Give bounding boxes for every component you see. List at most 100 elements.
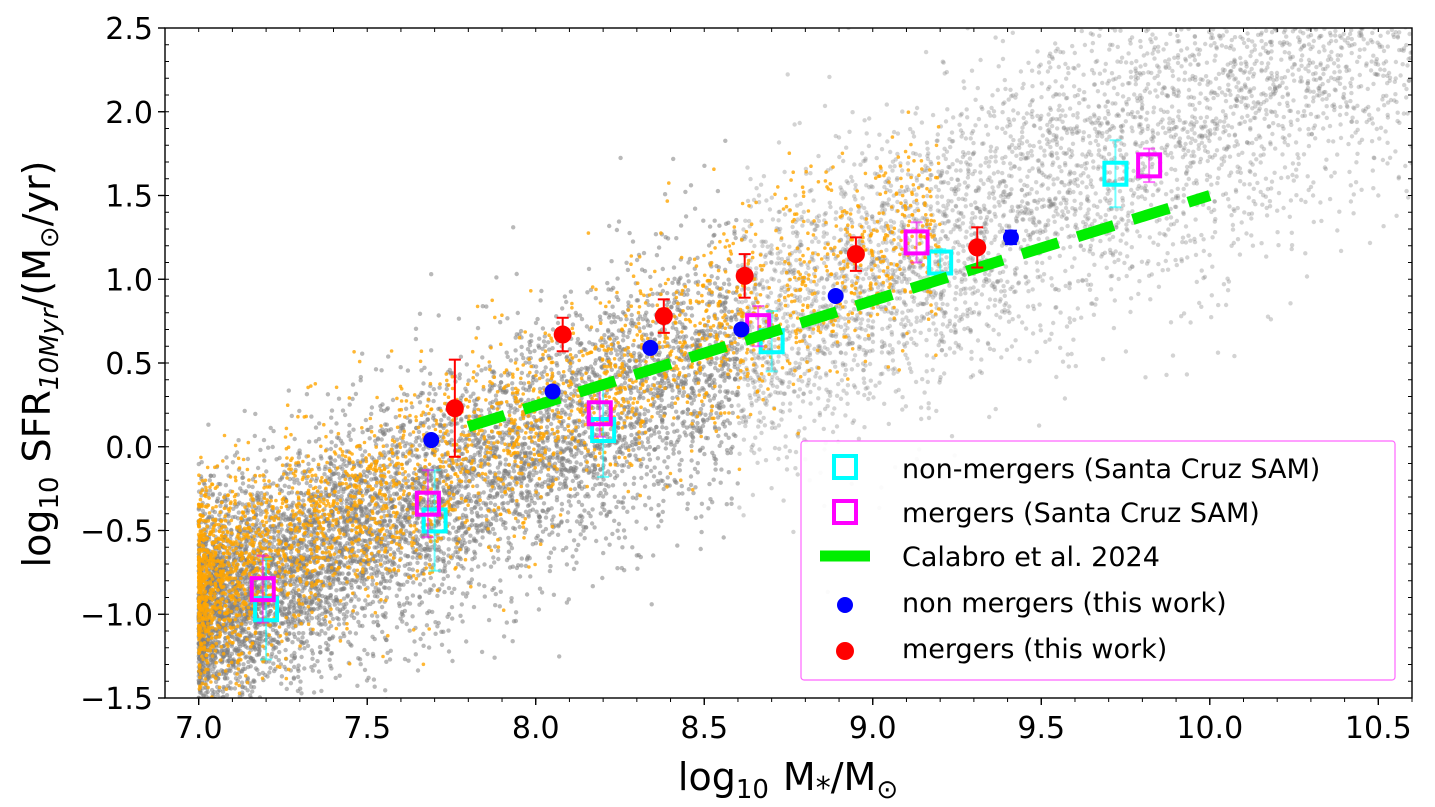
cloud-point xyxy=(577,313,583,318)
cloud-point xyxy=(621,505,626,510)
cloud-point xyxy=(1156,187,1161,192)
cloud-point xyxy=(246,659,251,665)
cloud-point xyxy=(874,155,879,161)
cloud-point xyxy=(678,223,684,228)
cloud-point xyxy=(474,372,480,377)
cloud-point xyxy=(1249,211,1255,216)
cloud-point xyxy=(1250,140,1255,146)
cloud-point xyxy=(1343,4,1347,8)
cloud-point xyxy=(1186,148,1191,154)
cloud-point xyxy=(620,468,625,474)
cloud-point xyxy=(485,475,490,480)
cloud-point xyxy=(711,477,716,482)
cloud-point xyxy=(1036,236,1041,242)
cloud-point xyxy=(346,571,352,576)
cloud-point xyxy=(972,290,977,295)
cloud-point xyxy=(1226,133,1232,138)
cloud-point xyxy=(1294,167,1299,172)
cloud-point xyxy=(614,294,619,300)
cloud-point xyxy=(1257,6,1261,10)
cloud-point xyxy=(1000,170,1005,176)
cloud-point xyxy=(987,159,992,164)
cloud-point xyxy=(844,179,849,184)
cloud-point xyxy=(1180,6,1184,10)
cloud-point xyxy=(1000,56,1006,62)
cloud-point xyxy=(370,582,375,587)
cloud-point xyxy=(729,501,734,506)
cloud-point xyxy=(949,186,954,192)
cloud-point xyxy=(939,194,945,199)
cloud-point xyxy=(750,492,756,498)
cloud-point xyxy=(1371,155,1377,160)
cloud-point xyxy=(1227,204,1232,209)
cloud-point xyxy=(1019,187,1025,193)
cloud-point xyxy=(1188,13,1192,17)
cloud-point xyxy=(1131,168,1136,174)
cloud-point xyxy=(845,401,850,406)
cloud-point xyxy=(1035,200,1040,205)
cloud-point xyxy=(660,266,665,272)
cloud-point xyxy=(1281,0,1285,4)
cloud-point xyxy=(279,674,285,679)
cloud-point xyxy=(1196,143,1202,148)
cloud-point xyxy=(552,546,557,551)
cloud-point xyxy=(707,224,713,229)
cloud-point xyxy=(1075,92,1081,98)
cloud-point xyxy=(1244,44,1250,49)
cloud-point xyxy=(568,494,573,499)
cloud-point xyxy=(977,310,982,315)
cloud-point xyxy=(954,306,959,312)
cloud-point xyxy=(1077,129,1082,134)
cloud-point xyxy=(949,176,954,182)
cloud-point xyxy=(1248,118,1253,123)
cloud-point xyxy=(286,491,291,496)
cloud-point xyxy=(700,402,706,408)
cloud-point xyxy=(442,413,447,419)
cloud-point xyxy=(929,245,934,251)
cloud-point xyxy=(1118,59,1124,65)
cloud-point xyxy=(1337,33,1343,39)
cloud-point xyxy=(1323,89,1328,95)
cloud-point xyxy=(511,469,517,474)
cloud-point xyxy=(1030,331,1036,336)
cloud-point xyxy=(281,761,285,765)
cloud-point xyxy=(1204,4,1208,8)
cloud-point xyxy=(935,194,940,199)
cloud-point xyxy=(1358,9,1362,13)
cloud-point xyxy=(1294,174,1299,179)
cloud-point xyxy=(822,406,828,412)
cloud-point xyxy=(1003,264,1009,269)
cloud-point xyxy=(683,433,689,438)
cloud-point xyxy=(1297,127,1302,132)
cloud-point xyxy=(1261,14,1265,18)
cloud-point xyxy=(383,688,388,693)
cloud-point xyxy=(1061,92,1066,97)
cloud-point xyxy=(486,617,492,623)
cloud-point xyxy=(670,422,675,427)
cloud-point xyxy=(566,499,572,504)
cloud-point xyxy=(1144,139,1149,145)
cloud-point xyxy=(1231,4,1235,8)
cloud-point xyxy=(1153,88,1158,93)
cloud-point xyxy=(870,319,876,324)
cloud-point xyxy=(546,555,552,560)
cloud-point xyxy=(960,244,966,249)
cloud-point xyxy=(693,515,699,520)
cloud-point xyxy=(887,351,892,356)
cloud-point xyxy=(607,542,612,547)
cloud-point xyxy=(1003,184,1009,189)
cloud-point xyxy=(280,600,285,605)
cloud-point xyxy=(1376,20,1380,24)
cloud-point xyxy=(814,298,819,303)
cloud-point xyxy=(1263,176,1269,181)
cloud-point xyxy=(535,316,540,322)
cloud-point xyxy=(393,415,398,420)
cloud-point xyxy=(1027,359,1032,364)
cloud-point xyxy=(1083,221,1089,227)
cloud-point xyxy=(417,602,422,607)
cloud-point xyxy=(880,344,885,349)
cloud-point xyxy=(1015,111,1021,116)
cloud-point xyxy=(1310,193,1316,198)
cloud-point xyxy=(1121,156,1126,161)
cloud-point xyxy=(1031,143,1036,149)
